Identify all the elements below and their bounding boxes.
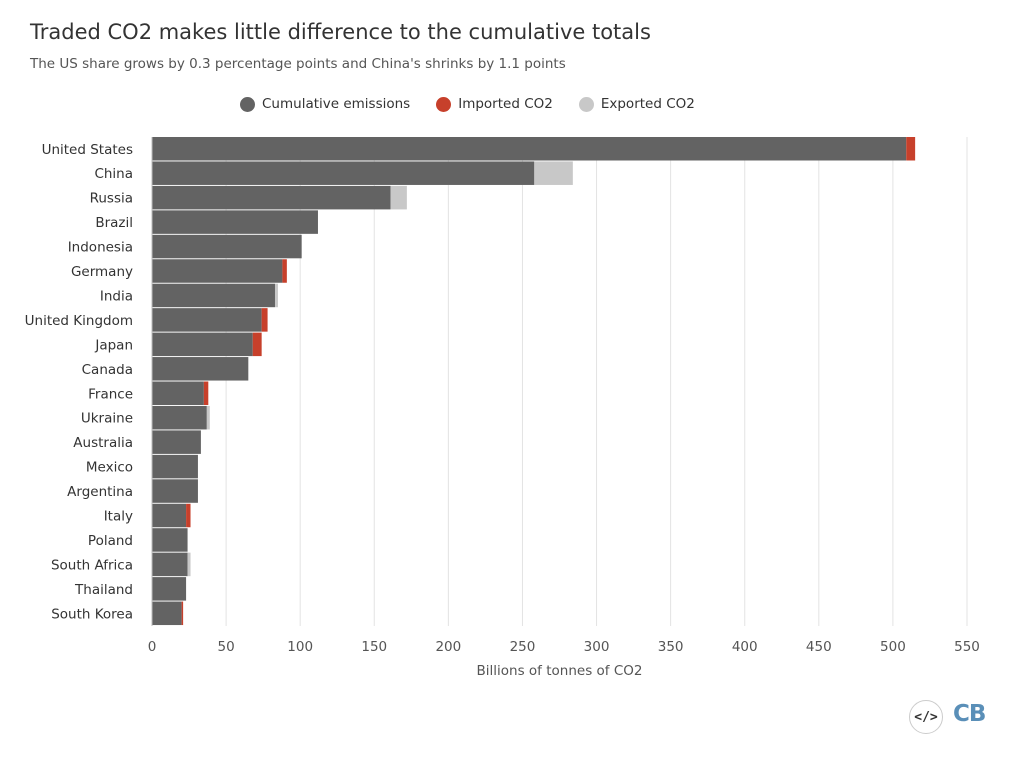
- bar-imported-co2-5: [282, 259, 287, 283]
- bar-imported-co2-10: [203, 381, 209, 405]
- bar-cumulative-emissions-17: [152, 552, 188, 577]
- x-tick-label-150: 150: [361, 639, 387, 655]
- category-label-14: Argentina: [67, 484, 133, 500]
- bar-cumulative-emissions-19: [152, 601, 182, 626]
- category-label-5: Germany: [71, 264, 133, 280]
- x-tick-label-100: 100: [287, 639, 313, 655]
- category-label-11: Ukraine: [81, 411, 133, 427]
- x-tick-label-350: 350: [658, 639, 684, 655]
- bar-cumulative-emissions-14: [152, 479, 198, 503]
- bar-cumulative-emissions-0: [152, 137, 907, 161]
- bar-imported-co2-7: [261, 308, 268, 332]
- category-label-8: Japan: [94, 337, 133, 353]
- legend-item-cumulative[interactable]: Cumulative emissions: [240, 96, 410, 112]
- bar-cumulative-emissions-5: [152, 259, 283, 283]
- x-tick-label-0: 0: [148, 639, 157, 655]
- legend: Cumulative emissions Imported CO2 Export…: [0, 96, 1033, 112]
- category-label-13: Mexico: [86, 460, 133, 476]
- bar-cumulative-emissions-10: [152, 381, 204, 405]
- bar-cumulative-emissions-13: [152, 454, 198, 479]
- bar-imported-co2-19: [181, 601, 184, 626]
- bar-cumulative-emissions-15: [152, 503, 187, 528]
- legend-label-imported: Imported CO2: [458, 96, 553, 112]
- category-label-17: South Africa: [51, 557, 133, 573]
- x-tick-label-50: 50: [217, 639, 234, 655]
- x-tick-label-550: 550: [954, 639, 980, 655]
- category-label-9: Canada: [82, 362, 133, 378]
- embed-code-button[interactable]: </>: [909, 700, 943, 734]
- bar-exported-co2-6: [274, 283, 278, 308]
- bar-cumulative-emissions-7: [152, 308, 262, 332]
- category-label-1: China: [94, 166, 133, 182]
- bar-cumulative-emissions-12: [152, 430, 201, 454]
- category-label-10: France: [88, 386, 133, 402]
- category-label-12: Australia: [73, 435, 133, 451]
- category-label-16: Poland: [88, 533, 133, 549]
- category-label-15: Italy: [104, 509, 133, 525]
- chart-title: Traded CO2 makes little difference to th…: [30, 20, 651, 44]
- bar-imported-co2-8: [252, 332, 262, 357]
- legend-swatch-exported: [578, 96, 594, 112]
- legend-swatch-imported: [436, 96, 452, 112]
- category-label-6: India: [100, 288, 133, 304]
- category-label-0: United States: [42, 142, 133, 158]
- category-label-18: Thailand: [74, 582, 133, 598]
- legend-item-exported[interactable]: Exported CO2: [578, 96, 695, 112]
- legend-swatch-cumulative: [240, 96, 255, 112]
- bar-cumulative-emissions-1: [152, 161, 535, 185]
- bar-exported-co2-17: [187, 552, 191, 577]
- category-label-2: Russia: [90, 191, 133, 207]
- x-tick-label-450: 450: [806, 639, 832, 655]
- bar-exported-co2-11: [206, 405, 210, 430]
- bar-imported-co2-0: [906, 137, 916, 161]
- chart-subtitle: The US share grows by 0.3 percentage poi…: [30, 56, 566, 72]
- bar-cumulative-emissions-4: [152, 234, 302, 259]
- bar-cumulative-emissions-2: [152, 185, 391, 210]
- bar-exported-co2-2: [390, 185, 407, 210]
- x-axis-title: Billions of tonnes of CO2: [476, 663, 643, 679]
- bar-cumulative-emissions-11: [152, 405, 207, 430]
- x-tick-label-200: 200: [435, 639, 461, 655]
- x-tick-label-300: 300: [584, 639, 610, 655]
- category-label-19: South Korea: [51, 606, 133, 622]
- bar-cumulative-emissions-9: [152, 357, 249, 381]
- legend-label-cumulative: Cumulative emissions: [262, 96, 411, 112]
- legend-item-imported[interactable]: Imported CO2: [436, 96, 553, 112]
- x-tick-label-500: 500: [880, 639, 906, 655]
- bar-cumulative-emissions-6: [152, 283, 275, 308]
- x-tick-label-250: 250: [510, 639, 536, 655]
- bar-cumulative-emissions-18: [152, 577, 187, 601]
- brand-logo: CB: [953, 701, 986, 727]
- bar-exported-co2-1: [534, 161, 573, 185]
- category-label-3: Brazil: [95, 215, 133, 231]
- bar-cumulative-emissions-8: [152, 332, 253, 357]
- bar-cumulative-emissions-16: [152, 528, 188, 552]
- category-label-7: United Kingdom: [25, 313, 133, 329]
- bar-imported-co2-15: [186, 503, 191, 528]
- legend-label-exported: Exported CO2: [600, 96, 695, 112]
- category-label-4: Indonesia: [68, 240, 133, 256]
- bar-cumulative-emissions-3: [152, 210, 318, 234]
- x-tick-label-400: 400: [732, 639, 758, 655]
